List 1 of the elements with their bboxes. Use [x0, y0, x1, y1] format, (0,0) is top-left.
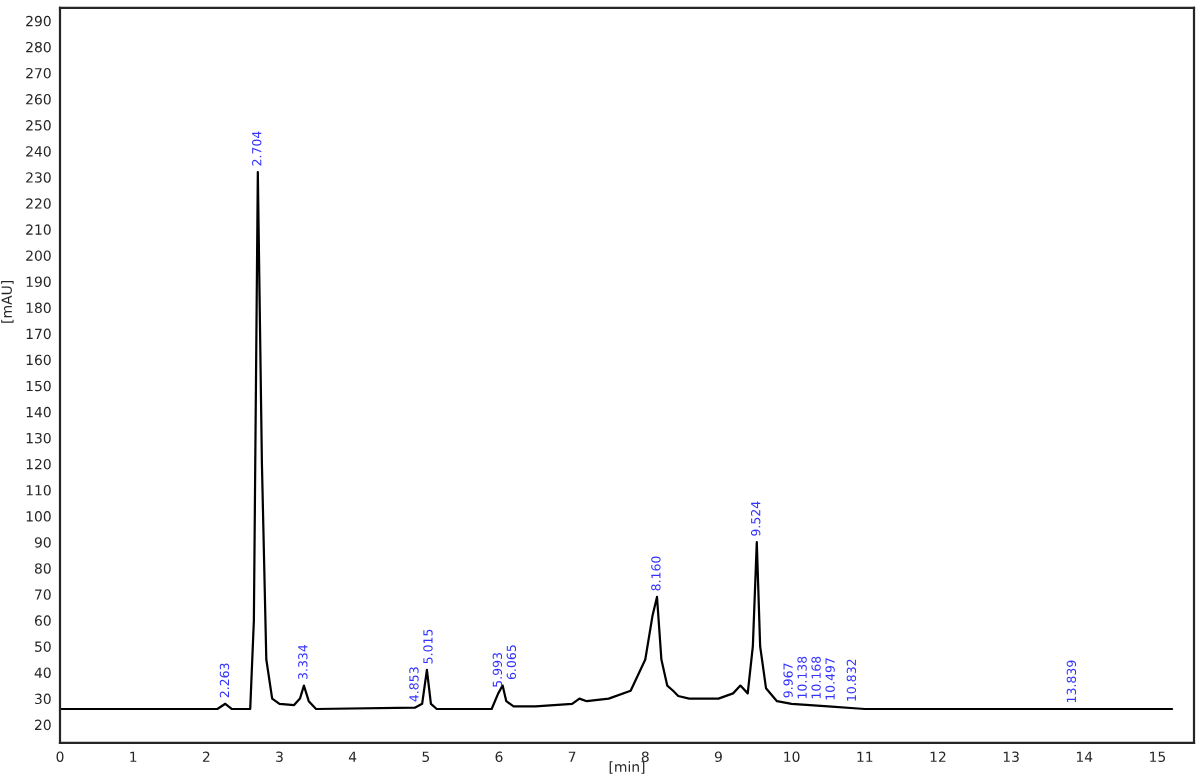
line-series: [60, 170, 1174, 711]
